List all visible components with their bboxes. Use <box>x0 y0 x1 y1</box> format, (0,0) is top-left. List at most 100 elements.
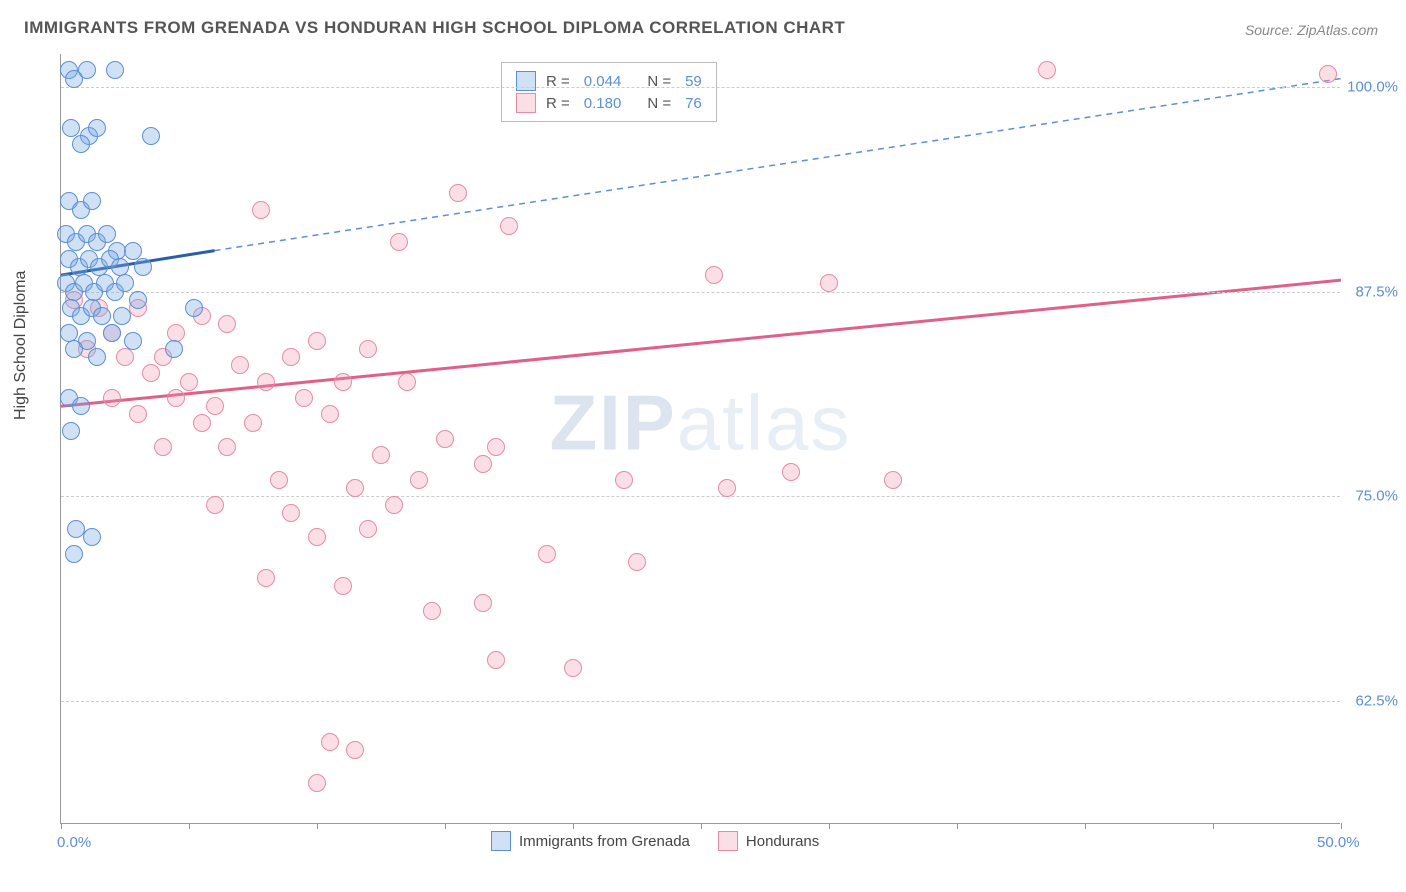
x-tick-mark <box>701 823 702 829</box>
scatter-point <box>359 520 377 538</box>
y-tick-label: 100.0% <box>1347 78 1398 95</box>
scatter-point <box>116 274 134 292</box>
x-tick-mark <box>189 823 190 829</box>
scatter-point <box>334 373 352 391</box>
x-tick-mark <box>1341 823 1342 829</box>
scatter-point <box>321 405 339 423</box>
scatter-point <box>372 446 390 464</box>
scatter-point <box>487 438 505 456</box>
scatter-point <box>410 471 428 489</box>
swatch-b-icon <box>718 831 738 851</box>
scatter-point <box>487 651 505 669</box>
scatter-point <box>106 61 124 79</box>
legend-item-a: Immigrants from Grenada <box>491 831 690 851</box>
scatter-point <box>1038 61 1056 79</box>
trend-lines <box>61 54 1341 824</box>
scatter-point <box>62 422 80 440</box>
scatter-point <box>65 545 83 563</box>
scatter-point <box>65 340 83 358</box>
source-prefix: Source: <box>1245 22 1297 38</box>
scatter-point <box>72 135 90 153</box>
scatter-point <box>193 414 211 432</box>
scatter-point <box>282 504 300 522</box>
y-axis-label: High School Diploma <box>12 271 30 420</box>
scatter-point <box>359 340 377 358</box>
x-tick-mark <box>445 823 446 829</box>
scatter-point <box>180 373 198 391</box>
chart-title: IMMIGRANTS FROM GRENADA VS HONDURAN HIGH… <box>24 18 845 38</box>
scatter-point <box>257 373 275 391</box>
scatter-point <box>218 315 236 333</box>
scatter-point <box>134 258 152 276</box>
scatter-point <box>884 471 902 489</box>
scatter-point <box>782 463 800 481</box>
scatter-point <box>346 741 364 759</box>
scatter-point <box>206 397 224 415</box>
y-tick-label: 62.5% <box>1355 693 1398 710</box>
scatter-point <box>820 274 838 292</box>
scatter-point <box>185 299 203 317</box>
correlation-legend: R = 0.044 N = 59 R = 0.180 N = 76 <box>501 62 717 122</box>
x-tick-mark <box>1213 823 1214 829</box>
gridline-h <box>61 496 1340 497</box>
source-name: ZipAtlas.com <box>1297 22 1378 38</box>
legend-label-a: Immigrants from Grenada <box>519 833 690 850</box>
legend-row-a: R = 0.044 N = 59 <box>516 71 702 91</box>
scatter-point <box>88 119 106 137</box>
scatter-point <box>390 233 408 251</box>
scatter-point <box>244 414 262 432</box>
source-attribution: Source: ZipAtlas.com <box>1245 22 1378 38</box>
scatter-point <box>538 545 556 563</box>
scatter-point <box>270 471 288 489</box>
gridline-h <box>61 87 1340 88</box>
scatter-point <box>231 356 249 374</box>
legend-label-b: Hondurans <box>746 833 819 850</box>
scatter-point <box>124 242 142 260</box>
scatter-point <box>423 602 441 620</box>
gridline-h <box>61 701 1340 702</box>
scatter-point <box>72 397 90 415</box>
x-tick-mark <box>317 823 318 829</box>
x-tick-mark <box>829 823 830 829</box>
scatter-point <box>718 479 736 497</box>
n-label: N = <box>647 95 671 112</box>
swatch-a-icon <box>491 831 511 851</box>
scatter-point <box>308 528 326 546</box>
scatter-point <box>167 324 185 342</box>
x-tick-label: 50.0% <box>1317 834 1360 851</box>
scatter-point <box>334 577 352 595</box>
r-value-b: 0.180 <box>584 95 622 112</box>
scatter-point <box>154 438 172 456</box>
scatter-point <box>1319 65 1337 83</box>
scatter-point <box>308 774 326 792</box>
scatter-point <box>129 405 147 423</box>
watermark-bold: ZIP <box>549 379 676 467</box>
scatter-point <box>98 225 116 243</box>
scatter-point <box>321 733 339 751</box>
scatter-point <box>60 324 78 342</box>
series-legend: Immigrants from Grenada Hondurans <box>491 831 819 851</box>
scatter-point <box>129 291 147 309</box>
scatter-point <box>206 496 224 514</box>
scatter-point <box>93 307 111 325</box>
scatter-point <box>103 389 121 407</box>
scatter-point <box>83 192 101 210</box>
scatter-point <box>398 373 416 391</box>
scatter-point <box>436 430 454 448</box>
r-label: R = <box>546 95 570 112</box>
swatch-b-icon <box>516 93 536 113</box>
scatter-point <box>257 569 275 587</box>
scatter-point <box>308 332 326 350</box>
x-tick-mark <box>573 823 574 829</box>
scatter-point <box>295 389 313 407</box>
scatter-point <box>65 70 83 88</box>
scatter-point <box>124 332 142 350</box>
scatter-point <box>564 659 582 677</box>
scatter-point <box>252 201 270 219</box>
chart-plot-area: ZIPatlas R = 0.044 N = 59 R = 0.180 N = … <box>60 54 1340 824</box>
watermark: ZIPatlas <box>549 378 851 469</box>
swatch-a-icon <box>516 71 536 91</box>
scatter-point <box>83 528 101 546</box>
x-tick-mark <box>957 823 958 829</box>
scatter-point <box>88 348 106 366</box>
